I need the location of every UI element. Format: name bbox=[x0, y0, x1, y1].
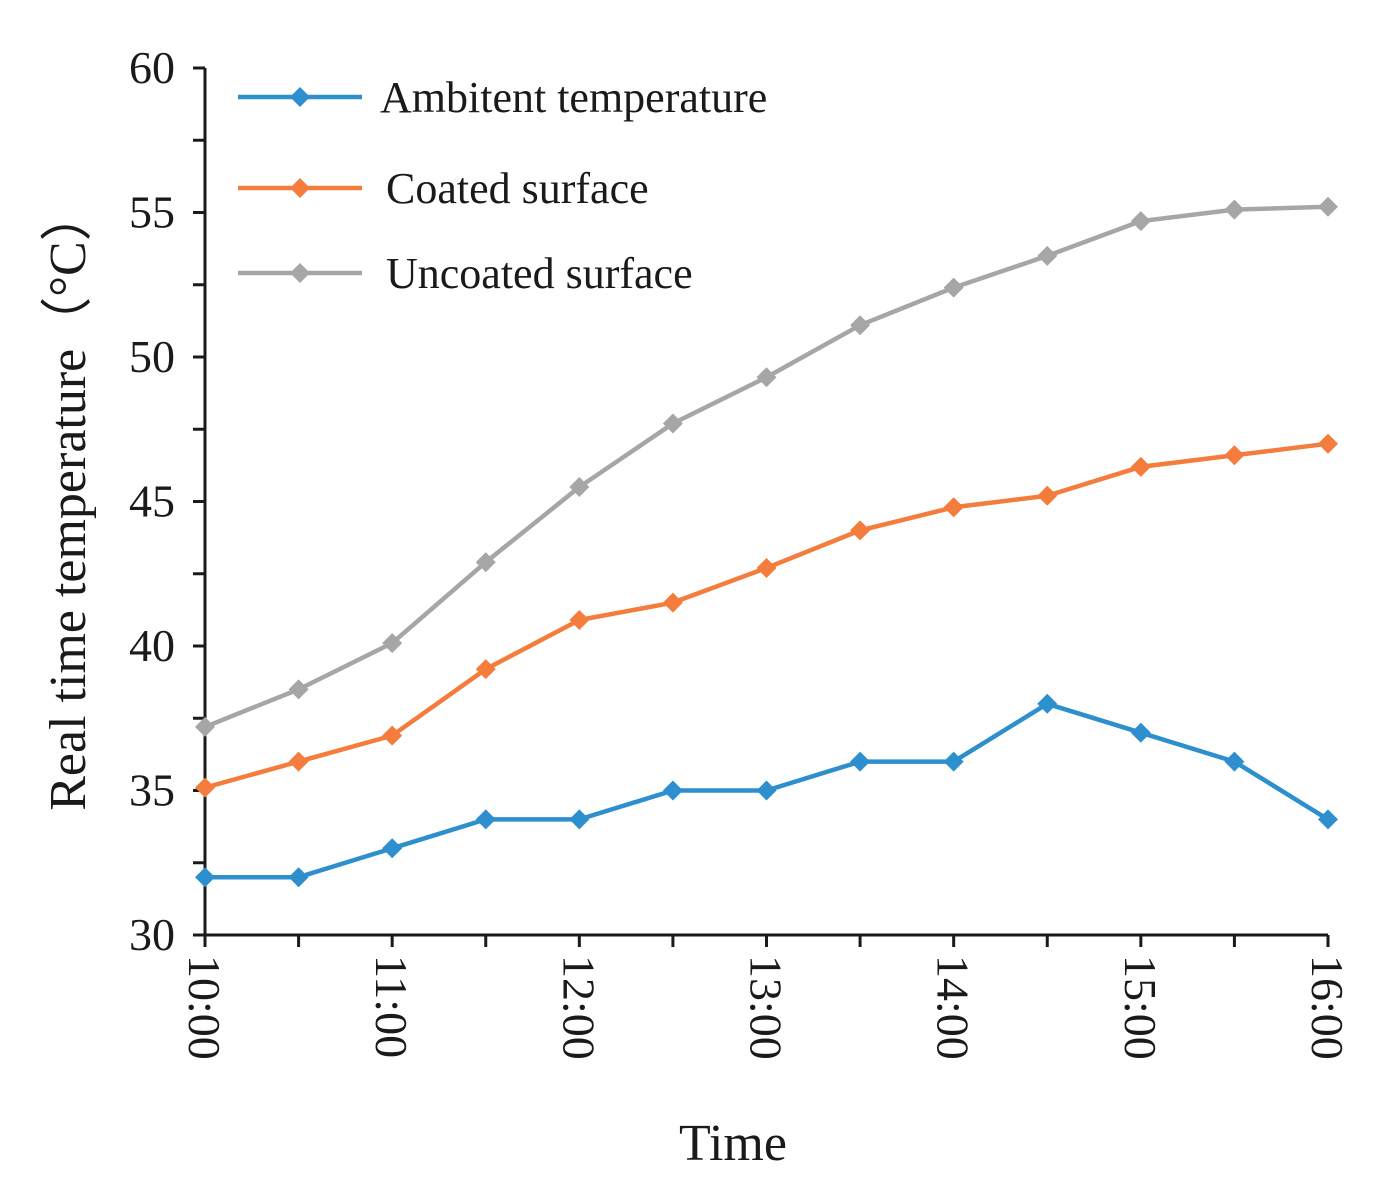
legend-swatch-marker bbox=[290, 178, 310, 198]
data-point bbox=[1318, 433, 1338, 454]
y-tick-label: 40 bbox=[129, 620, 175, 671]
data-point bbox=[943, 497, 964, 518]
data-point bbox=[850, 751, 871, 772]
data-point bbox=[382, 725, 403, 746]
data-point bbox=[1318, 196, 1338, 217]
data-point bbox=[850, 315, 871, 336]
data-point bbox=[382, 633, 403, 654]
data-point bbox=[662, 413, 683, 434]
data-point bbox=[662, 592, 683, 613]
data-point bbox=[569, 477, 590, 498]
y-tick-label: 60 bbox=[129, 42, 175, 93]
x-tick-label: 12:00 bbox=[553, 955, 604, 1060]
x-tick-label: 13:00 bbox=[741, 955, 792, 1060]
axes: 30 35 40 45 50 55 60 10:00 11:00 12:00 13:00 14:00 1… bbox=[129, 42, 1353, 1060]
legend-label: Coated surface bbox=[386, 164, 649, 213]
data-point bbox=[569, 809, 590, 830]
data-point bbox=[1037, 245, 1058, 266]
data-point bbox=[850, 520, 871, 541]
data-point bbox=[943, 751, 964, 772]
data-point bbox=[1224, 199, 1245, 220]
data-point bbox=[662, 780, 683, 801]
x-tick-label: 10:00 bbox=[179, 955, 230, 1060]
data-point bbox=[756, 780, 777, 801]
legend-swatch-marker bbox=[290, 87, 310, 107]
data-point bbox=[756, 557, 777, 578]
y-tick-label: 45 bbox=[129, 476, 175, 527]
legend-item: Ambitent temperature bbox=[238, 73, 767, 122]
legend-item: Uncoated surface bbox=[238, 249, 693, 298]
data-point bbox=[1130, 211, 1151, 232]
data-point bbox=[756, 367, 777, 388]
legend-label: Uncoated surface bbox=[386, 249, 693, 298]
legend: Ambitent temperature Coated surface Uncoat… bbox=[238, 73, 767, 298]
y-tick-label: 50 bbox=[129, 331, 175, 382]
x-axis-title: Time bbox=[679, 1115, 787, 1172]
legend-label: Ambitent temperature bbox=[380, 73, 767, 122]
data-point bbox=[288, 867, 309, 888]
x-tick-label: 11:00 bbox=[366, 955, 417, 1058]
data-point bbox=[475, 552, 496, 573]
data-point bbox=[569, 609, 590, 630]
data-point bbox=[475, 659, 496, 680]
series-layer bbox=[195, 196, 1338, 888]
data-point bbox=[382, 838, 403, 859]
data-point bbox=[195, 777, 215, 798]
data-point bbox=[1130, 722, 1151, 743]
data-point bbox=[195, 867, 215, 888]
series-uncoated-surface bbox=[195, 196, 1338, 737]
series-ambitent-temperature bbox=[195, 693, 1338, 888]
data-point bbox=[475, 809, 496, 830]
x-tick-label: 16:00 bbox=[1302, 955, 1353, 1060]
data-point bbox=[1224, 445, 1245, 466]
x-tick-label: 14:00 bbox=[928, 955, 979, 1060]
y-tick-label: 30 bbox=[129, 909, 175, 960]
data-point bbox=[1318, 809, 1338, 830]
data-point bbox=[1224, 751, 1245, 772]
y-tick-label: 55 bbox=[129, 187, 175, 238]
data-point bbox=[1037, 693, 1058, 714]
data-point bbox=[288, 679, 309, 700]
y-tick-label: 35 bbox=[129, 765, 175, 816]
data-point bbox=[195, 716, 215, 737]
series-line bbox=[204, 204, 1329, 730]
legend-item: Coated surface bbox=[238, 164, 649, 213]
data-point bbox=[1130, 456, 1151, 477]
x-tick-label: 15:00 bbox=[1115, 955, 1166, 1060]
series-line bbox=[204, 441, 1329, 790]
series-coated-surface bbox=[195, 433, 1338, 798]
y-axis-title: Real time temperature（°C） bbox=[40, 189, 97, 811]
data-point bbox=[943, 277, 964, 298]
legend-swatch-marker bbox=[290, 263, 310, 283]
data-point bbox=[1037, 485, 1058, 506]
data-point bbox=[288, 751, 309, 772]
